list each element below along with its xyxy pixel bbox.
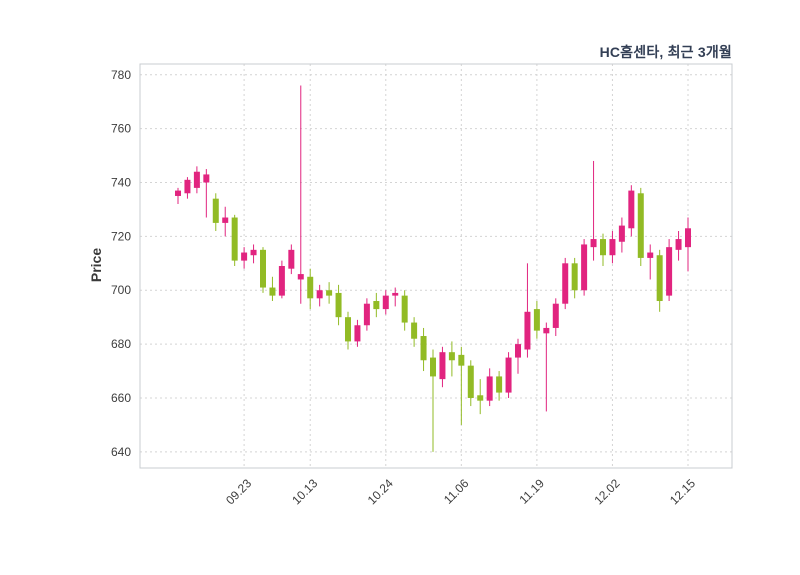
candle-body — [590, 239, 597, 248]
candle-body — [222, 217, 229, 223]
candle-body — [524, 311, 531, 350]
candle-body — [307, 276, 314, 299]
candle-body — [533, 309, 540, 331]
y-tick-label: 700 — [111, 283, 131, 297]
candle-body — [212, 198, 219, 223]
candle-body — [656, 255, 663, 302]
candle-body — [505, 357, 512, 393]
x-tick-label: 10.24 — [365, 476, 396, 507]
y-tick-label: 640 — [111, 445, 131, 459]
candle-body — [467, 365, 474, 398]
candle-body — [184, 179, 191, 194]
x-tick-label: 09.23 — [223, 476, 254, 507]
candle-body — [477, 395, 484, 401]
candle-body — [571, 263, 578, 291]
candle-body — [458, 354, 465, 366]
candle-body — [193, 171, 200, 188]
candle-body — [316, 290, 323, 299]
candle-body — [430, 357, 436, 377]
candle-body — [278, 266, 285, 296]
x-tick-label: 11.06 — [441, 476, 472, 507]
candle-body — [354, 325, 361, 342]
candle-body — [175, 190, 181, 196]
candle-body — [297, 274, 304, 280]
candle-body — [552, 303, 559, 328]
candle-body — [666, 247, 673, 296]
candle-body — [647, 252, 654, 258]
candle-body — [618, 225, 625, 242]
y-tick-label: 740 — [111, 176, 131, 190]
candle-body — [609, 239, 616, 256]
candle-body — [326, 290, 333, 296]
candle-body — [685, 228, 691, 248]
candle-body — [411, 322, 418, 339]
y-axis-title: Price — [88, 247, 104, 283]
candle-body — [543, 327, 550, 334]
candle-body — [675, 239, 682, 250]
candle-body — [486, 376, 493, 401]
x-tick-label: 12.15 — [667, 476, 698, 507]
y-tick-label: 780 — [111, 68, 131, 82]
candle-body — [231, 217, 238, 261]
candle-body — [581, 244, 588, 291]
candle-body — [363, 303, 370, 326]
candle-body — [401, 295, 408, 323]
candle-body — [496, 376, 503, 393]
y-tick-label: 720 — [111, 229, 131, 243]
candle-body — [600, 239, 606, 256]
candle-body — [241, 252, 248, 261]
candle-body — [288, 249, 295, 269]
x-tick-label: 10.13 — [289, 476, 320, 507]
candle-body — [260, 249, 266, 288]
plot-border — [139, 63, 733, 469]
candle-body — [439, 352, 446, 380]
candle-body — [335, 292, 342, 318]
x-tick-label: 12.02 — [591, 476, 622, 507]
candle-body — [203, 174, 210, 183]
candle-body — [562, 263, 569, 304]
candle-body — [250, 249, 257, 256]
candle-body — [515, 344, 521, 358]
candle-body — [382, 295, 389, 310]
candle-body — [448, 352, 455, 361]
candle-body — [373, 301, 380, 310]
candle-body — [269, 287, 276, 296]
candle-body — [628, 190, 635, 229]
candle-body — [420, 336, 427, 361]
y-tick-label: 660 — [111, 391, 131, 405]
candle-body — [637, 193, 644, 258]
y-tick-label: 760 — [111, 122, 131, 136]
y-tick-label: 680 — [111, 337, 131, 351]
candle-body — [345, 317, 351, 342]
x-tick-label: 11.19 — [517, 476, 548, 507]
candle-body — [392, 292, 399, 296]
chart-title: HC홈센타, 최근 3개월 — [599, 44, 732, 60]
